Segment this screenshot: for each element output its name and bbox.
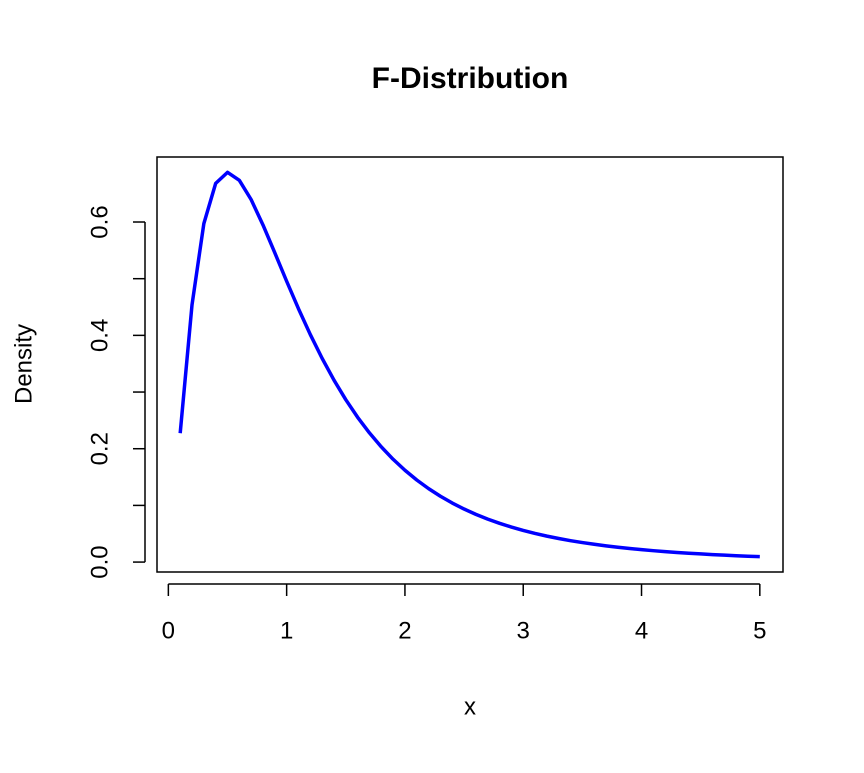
plot-box	[156, 156, 784, 573]
chart-title: F-Distribution	[372, 62, 569, 95]
x-axis-label: x	[464, 693, 476, 720]
y-tick-label: 0.2	[86, 432, 113, 465]
x-tick-label: 5	[753, 617, 766, 644]
x-tick-label: 0	[162, 617, 175, 644]
x-tick-label: 3	[517, 617, 530, 644]
y-tick-label: 0.6	[86, 205, 113, 238]
y-axis-label: Density	[10, 324, 37, 404]
y-tick-label: 0.4	[86, 319, 113, 352]
x-tick-label: 2	[398, 617, 411, 644]
y-tick-label: 0.0	[86, 545, 113, 578]
density-line	[178, 170, 760, 559]
x-tick-label: 1	[280, 617, 293, 644]
x-tick-label: 4	[635, 617, 648, 644]
